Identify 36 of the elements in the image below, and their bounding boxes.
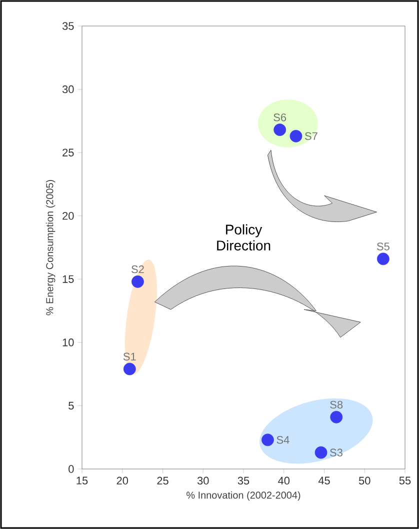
y-tick-label: 10 bbox=[62, 338, 74, 346]
x-tick-label: 45 bbox=[318, 476, 330, 484]
point bbox=[290, 130, 302, 142]
y-tick-label: 5 bbox=[68, 402, 74, 410]
y-tick-label: 25 bbox=[62, 148, 74, 156]
x-tick-label: 25 bbox=[157, 476, 168, 485]
point bbox=[330, 410, 343, 424]
y-tick-label: 35 bbox=[62, 22, 74, 30]
x-axis-title: % Innovation (2002-2004) bbox=[186, 491, 300, 501]
annotation: S8 bbox=[330, 400, 343, 409]
point bbox=[274, 124, 286, 136]
point bbox=[314, 446, 328, 459]
annotation: S5 bbox=[376, 242, 390, 250]
annotation: S4 bbox=[276, 436, 290, 444]
y-axis-title: % Energy Consumption (2005) bbox=[46, 180, 56, 316]
x-tick-label: 20 bbox=[116, 476, 128, 485]
x-tick-label: 15 bbox=[76, 476, 88, 484]
point bbox=[262, 434, 274, 446]
annotation: S1 bbox=[123, 352, 136, 360]
x-tick-label: 30 bbox=[197, 476, 209, 485]
annotation: Policy Direction bbox=[217, 224, 270, 250]
y-tick-label: 30 bbox=[62, 85, 74, 94]
y-tick-label: 0 bbox=[68, 465, 74, 473]
annotation: S7 bbox=[305, 132, 318, 140]
y-tick-label: 15 bbox=[62, 275, 74, 283]
x-tick-label: 50 bbox=[358, 476, 370, 485]
point bbox=[123, 362, 136, 376]
annotation: S3 bbox=[330, 448, 342, 456]
annotation: S6 bbox=[274, 114, 286, 122]
point bbox=[132, 275, 144, 288]
point bbox=[376, 252, 390, 266]
x-tick-label: 35 bbox=[238, 476, 250, 485]
y-tick-label: 20 bbox=[62, 212, 74, 220]
x-tick-label: 55 bbox=[399, 476, 411, 484]
x-tick-label: 40 bbox=[278, 476, 290, 485]
annotation: S2 bbox=[132, 265, 144, 274]
